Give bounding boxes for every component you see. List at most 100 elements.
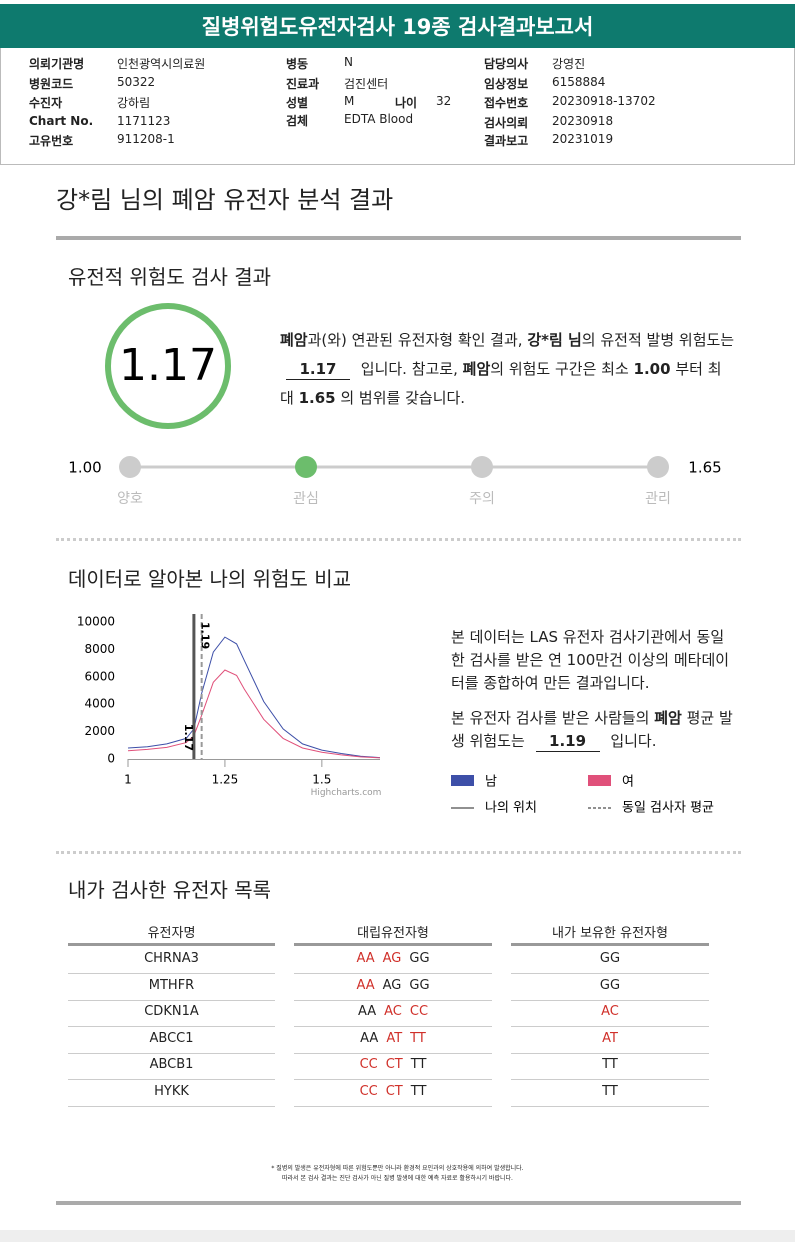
allele: AA bbox=[357, 1004, 377, 1019]
info-label: 나이 bbox=[395, 96, 418, 110]
footnote: * 질병의 발생은 유전자형에 따른 위험도뿐만 아니라 환경적 요인과의 상호… bbox=[0, 1164, 795, 1184]
report-title: 질병위험도유전자검사 19종 검사결과보고서 bbox=[0, 4, 795, 48]
info-label: 접수번호 bbox=[484, 96, 529, 110]
info-value: 911208-1 bbox=[117, 132, 175, 146]
gene-name: HYKK bbox=[154, 1083, 189, 1099]
legend-swatch bbox=[588, 775, 611, 786]
allele: GG bbox=[409, 951, 430, 966]
row-rule bbox=[511, 1052, 709, 1054]
allele: AT bbox=[386, 1030, 403, 1046]
section-title: 유전적 위험도 검사 결과 bbox=[68, 265, 272, 289]
legend-swatch bbox=[451, 775, 474, 786]
allele: TT bbox=[410, 1083, 427, 1099]
row-rule bbox=[294, 999, 492, 1001]
row-rule bbox=[68, 1052, 275, 1054]
allele: AA bbox=[356, 977, 375, 993]
allele: CC bbox=[359, 1083, 378, 1099]
allele: TT bbox=[410, 1057, 427, 1072]
divider bbox=[56, 1201, 741, 1205]
result-text: 폐암과(와) 연관된 유전자형 확인 결과, 강*림 님의 유전적 발병 위험도… bbox=[280, 326, 735, 413]
gene-name: CDKN1A bbox=[144, 1004, 199, 1019]
legend-label: 남 bbox=[485, 775, 497, 790]
info-value: 32 bbox=[436, 94, 452, 108]
chart: 0 2000 4000 6000 8000 10000 1 1.25 1.5 1.17 1.19 Hi… bbox=[77, 614, 382, 798]
info-label: 의뢰기관명 bbox=[29, 57, 85, 71]
y-tick-label: 0 bbox=[107, 752, 115, 766]
info-value: 20231019 bbox=[552, 132, 614, 146]
info-value: 강하림 bbox=[117, 96, 151, 110]
credit: Highcharts.com bbox=[311, 788, 382, 798]
row-rule bbox=[68, 999, 275, 1001]
header-rule bbox=[294, 943, 492, 946]
table-header: 내가 보유한 유전자형 bbox=[552, 926, 668, 941]
info-label: 임상정보 bbox=[484, 77, 529, 91]
text-run: 1.17 bbox=[286, 359, 350, 380]
series-line bbox=[127, 636, 381, 759]
text-run: 폐암 bbox=[280, 331, 308, 349]
allele: GG bbox=[409, 977, 430, 993]
ring bbox=[105, 303, 231, 429]
text-run: 1.19 bbox=[535, 731, 600, 752]
text-run: 의 위험도 구간은 최소 bbox=[490, 360, 634, 378]
table-header: 유전자명 bbox=[147, 926, 196, 941]
info-value: EDTA Blood bbox=[344, 112, 414, 126]
header-rule bbox=[68, 943, 275, 946]
allele-cell: AA AG GG bbox=[294, 951, 492, 966]
info-label: 결과보고 bbox=[484, 134, 529, 148]
info-value: 검진센터 bbox=[344, 77, 389, 91]
my-genotype: GG bbox=[599, 951, 621, 966]
divider bbox=[56, 538, 741, 541]
x-tick-label: 1 bbox=[124, 773, 132, 787]
allele: TT bbox=[410, 1030, 426, 1046]
allele: AA bbox=[360, 1030, 379, 1046]
info-label: 수진자 bbox=[29, 96, 63, 110]
text-run: 본 유전자 검사를 받은 사람들의 bbox=[451, 709, 655, 727]
row-rule bbox=[68, 1026, 275, 1027]
row-rule bbox=[68, 973, 275, 974]
info-value: 1171123 bbox=[117, 114, 171, 128]
row-rule bbox=[511, 1026, 709, 1027]
allele: CT bbox=[385, 1083, 403, 1099]
text-run: 의 범위를 갖습니다. bbox=[335, 389, 466, 407]
header-rule bbox=[511, 943, 709, 946]
info-label: 병동 bbox=[286, 57, 309, 71]
text-run: 평균 발생 위험도는 bbox=[451, 709, 733, 750]
scale-dot bbox=[119, 456, 141, 478]
allele: AG bbox=[382, 977, 402, 993]
allele: AA bbox=[356, 951, 375, 966]
score: 1.17 bbox=[119, 340, 217, 391]
y-tick-label: 4000 bbox=[84, 697, 115, 711]
info-label: 검사의뢰 bbox=[484, 116, 529, 130]
scale-dot bbox=[471, 456, 493, 478]
series-line bbox=[127, 669, 381, 759]
row-rule bbox=[68, 1079, 275, 1080]
text-run: 강*림 님 bbox=[527, 331, 582, 349]
score-ring: 1.17 bbox=[105, 303, 231, 429]
my-genotype: AC bbox=[601, 1004, 619, 1019]
info-value: 인천광역시의료원 bbox=[117, 57, 206, 71]
y-tick-label: 2000 bbox=[84, 724, 115, 738]
allele: CC bbox=[359, 1057, 378, 1072]
text-run: 의 유전적 발병 위험도는 bbox=[581, 331, 735, 349]
footnote-line: 따라서 본 검사 결과는 진단 검사가 아닌 질병 발생에 대한 예측 자료로 … bbox=[282, 1175, 513, 1182]
footnote-line: * 질병의 발생은 유전자형에 따른 위험도뿐만 아니라 환경적 요인과의 상호… bbox=[271, 1165, 524, 1172]
info-label: Chart No. bbox=[29, 114, 94, 128]
text-run: 부터 최대 bbox=[280, 360, 722, 407]
plot-line-label: 1.17 bbox=[182, 724, 195, 751]
my-genotype: GG bbox=[599, 977, 621, 993]
allele: CT bbox=[385, 1057, 403, 1072]
summary-title: 강*림 님의 폐암 유전자 분석 결과 bbox=[56, 186, 394, 214]
scale-level: 관심 bbox=[293, 491, 319, 507]
y-tick-label: 8000 bbox=[84, 642, 115, 656]
text-run: 본 데이터는 LAS 유전자 검사기관에서 동일한 검사를 받은 연 100만건… bbox=[451, 628, 730, 692]
scale-level: 관리 bbox=[645, 491, 671, 507]
allele-cell: AA AG GG bbox=[294, 978, 492, 993]
row-rule bbox=[68, 1105, 275, 1107]
scale-max: 1.65 bbox=[688, 459, 721, 477]
info-value: 50322 bbox=[117, 75, 156, 89]
row-rule bbox=[294, 1026, 492, 1027]
allele: AG bbox=[382, 951, 402, 966]
info-box: 의뢰기관명 인천광역시의료원 병원코드 50322 수진자 강하림 Chart No. 117… bbox=[0, 48, 795, 165]
text-run: 1.00 bbox=[633, 360, 671, 378]
